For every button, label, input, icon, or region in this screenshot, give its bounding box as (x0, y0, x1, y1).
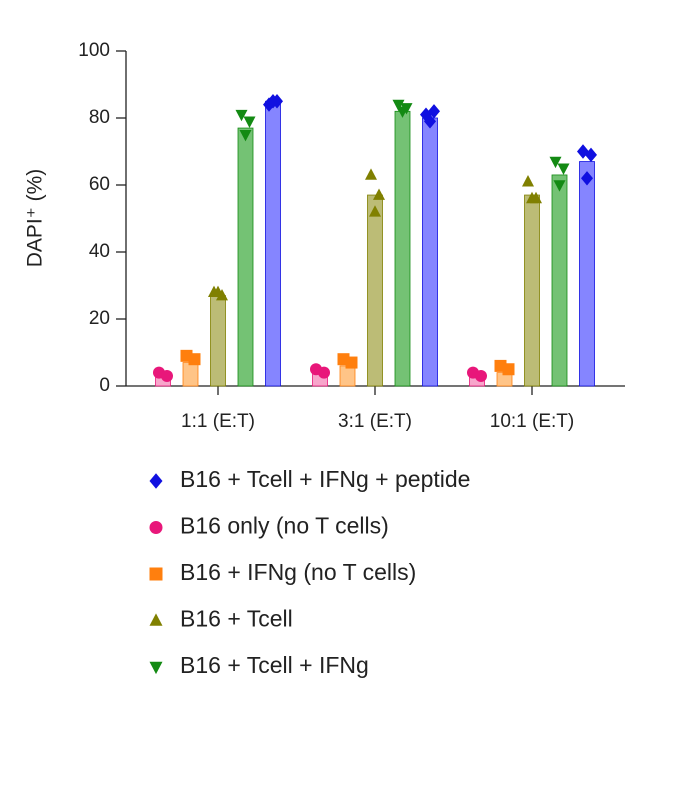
data-point (522, 175, 534, 187)
y-axis-label: DAPI⁺ (%) (24, 169, 47, 268)
y-tick-label: 100 (78, 40, 110, 61)
data-point (369, 205, 381, 217)
data-point (239, 129, 252, 142)
data-point (502, 363, 515, 376)
data-point (365, 168, 377, 180)
y-tick-label: 60 (89, 174, 110, 195)
data-point (553, 180, 566, 192)
x-tick-label: 1:1 (E:T) (181, 411, 255, 432)
data-point (267, 94, 279, 109)
legend-label: B16 + IFNg (no T cells) (180, 559, 416, 585)
legend-label: B16 only (no T cells) (180, 513, 389, 539)
bar (551, 174, 568, 387)
legend-marker (149, 567, 163, 581)
data-point (526, 191, 538, 204)
data-point (549, 156, 562, 169)
data-point (424, 114, 436, 129)
data-point (373, 188, 385, 200)
bar (237, 127, 254, 387)
legend-marker (149, 613, 163, 626)
data-point (396, 106, 409, 118)
bar (182, 362, 199, 387)
data-point (557, 163, 570, 175)
data-point (161, 369, 173, 382)
y-tick-label: 0 (99, 375, 110, 396)
data-point (212, 285, 224, 297)
legend-label: B16 + Tcell + IFNg + peptide (180, 466, 470, 492)
data-point (318, 366, 330, 379)
y-tick-label: 80 (89, 107, 110, 128)
bar (394, 110, 411, 387)
data-point (581, 171, 593, 186)
data-point (475, 369, 487, 382)
data-point (577, 144, 589, 159)
bar (524, 194, 540, 387)
bar (210, 295, 226, 387)
legend-marker (149, 521, 163, 534)
bar (579, 161, 595, 387)
data-point (345, 356, 358, 369)
data-point (585, 147, 597, 163)
y-tick-label: 20 (89, 308, 110, 329)
legend-marker (149, 473, 163, 489)
x-tick-label: 3:1 (E:T) (338, 411, 412, 432)
data-point (243, 116, 256, 128)
y-tick-label: 40 (89, 241, 110, 262)
bar (339, 365, 356, 387)
legend-label: B16 + Tcell (180, 606, 293, 632)
data-point (235, 109, 248, 122)
bar (422, 117, 438, 387)
legend-label: B16 + Tcell + IFNg (180, 652, 369, 678)
legend-marker (149, 661, 163, 675)
bar (367, 194, 383, 387)
data-point (392, 99, 405, 112)
x-tick-label: 10:1 (E:T) (490, 411, 574, 432)
bar (265, 100, 281, 387)
data-point (428, 104, 440, 119)
data-point (188, 353, 201, 366)
